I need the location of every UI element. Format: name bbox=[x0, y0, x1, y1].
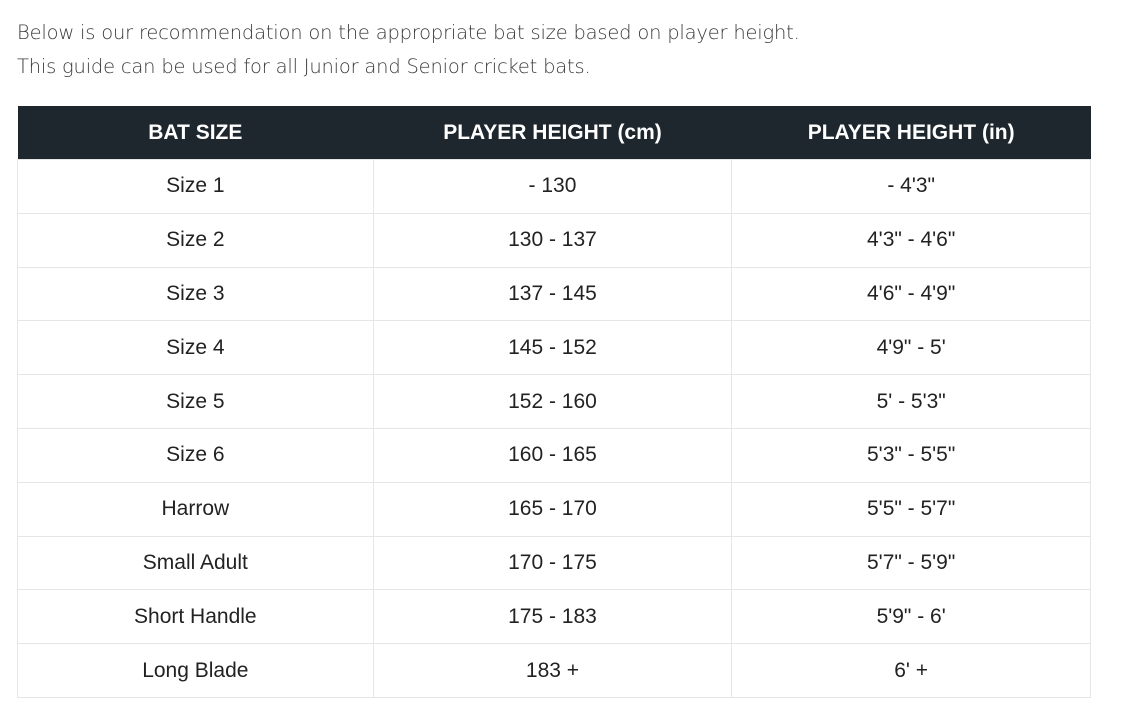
cell-height-in: 5'9" - 6' bbox=[731, 589, 1091, 645]
cell-bat-size: Size 6 bbox=[17, 427, 374, 483]
cell-height-in: 4'6" - 4'9" bbox=[731, 266, 1091, 322]
cell-height-in: 5'3" - 5'5" bbox=[731, 427, 1091, 483]
cell-height-in: 4'9" - 5' bbox=[731, 320, 1091, 376]
cell-bat-size: Small Adult bbox=[17, 535, 374, 591]
cell-bat-size: Harrow bbox=[17, 481, 374, 537]
cell-height-in: 5' - 5'3" bbox=[731, 374, 1091, 429]
cell-height-cm: 175 - 183 bbox=[372, 589, 733, 645]
table-row: Short Handle 175 - 183 5'9" - 6' bbox=[17, 589, 1091, 645]
cell-height-in: 5'5" - 5'7" bbox=[731, 481, 1091, 537]
table-row: Size 6 160 - 165 5'3" - 5'5" bbox=[17, 427, 1091, 483]
cell-bat-size: Size 4 bbox=[17, 320, 374, 376]
table-row: Long Blade 183 +6' + bbox=[17, 643, 1091, 698]
header-height-cm: PLAYER HEIGHT (cm) bbox=[373, 106, 732, 160]
table-row: Size 3 137 - 145 4'6" - 4'9" bbox=[17, 266, 1091, 322]
header-height-in: PLAYER HEIGHT (in) bbox=[731, 106, 1091, 160]
intro-line-2: This guide can be used for all Junior an… bbox=[17, 55, 591, 78]
cell-height-in: 5'7" - 5'9" bbox=[731, 535, 1091, 591]
cell-bat-size: Size 5 bbox=[17, 374, 374, 429]
cell-height-cm: 160 - 165 bbox=[372, 427, 733, 483]
table-row: Size 1- 130- 4'3" bbox=[17, 159, 1091, 214]
cell-height-cm: - 130 bbox=[372, 159, 733, 214]
cell-height-cm: 130 - 137 bbox=[372, 212, 733, 268]
table-row: Size 2 130 - 137 4'3" - 4'6" bbox=[17, 212, 1091, 268]
cell-height-in: - 4'3" bbox=[731, 159, 1091, 214]
table-header-row: BAT SIZE PLAYER HEIGHT (cm) PLAYER HEIGH… bbox=[17, 106, 1091, 160]
table-row: Size 5 152 - 160 5' - 5'3" bbox=[17, 374, 1091, 429]
intro-line-1: Below is our recommendation on the appro… bbox=[17, 21, 800, 44]
cell-height-cm: 183 + bbox=[372, 643, 733, 698]
intro-text: Below is our recommendation on the appro… bbox=[17, 16, 800, 84]
table-row: Small Adult 170 - 175 5'7" - 5'9" bbox=[17, 535, 1091, 591]
bat-size-table: BAT SIZE PLAYER HEIGHT (cm) PLAYER HEIGH… bbox=[17, 106, 1091, 698]
cell-bat-size: Long Blade bbox=[17, 643, 374, 698]
cell-height-cm: 152 - 160 bbox=[372, 374, 733, 429]
cell-bat-size: Short Handle bbox=[17, 589, 374, 645]
table-row: Size 4 145 - 152 4'9" - 5' bbox=[17, 320, 1091, 376]
cell-height-in: 4'3" - 4'6" bbox=[731, 212, 1091, 268]
table-row: Harrow 165 - 170 5'5" - 5'7" bbox=[17, 481, 1091, 537]
cell-bat-size: Size 1 bbox=[17, 159, 374, 214]
cell-height-cm: 145 - 152 bbox=[372, 320, 733, 376]
cell-bat-size: Size 2 bbox=[17, 212, 374, 268]
cell-height-cm: 165 - 170 bbox=[372, 481, 733, 537]
cell-height-cm: 170 - 175 bbox=[372, 535, 733, 591]
cell-bat-size: Size 3 bbox=[17, 266, 374, 322]
header-bat-size: BAT SIZE bbox=[17, 106, 374, 160]
cell-height-cm: 137 - 145 bbox=[372, 266, 733, 322]
cell-height-in: 6' + bbox=[731, 643, 1091, 698]
